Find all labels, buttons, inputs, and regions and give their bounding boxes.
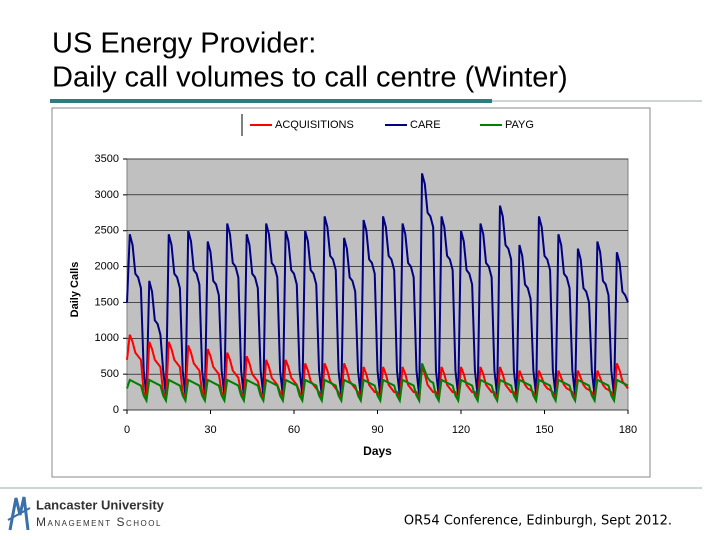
legend-label: ACQUISITIONS (275, 119, 354, 131)
y-axis-label: Daily Calls (69, 262, 81, 318)
logo-mark (7, 507, 31, 521)
conference: OR54 Conference, Edinburgh, Sept 2012. (404, 514, 672, 529)
y-tick-label: 500 (101, 368, 119, 380)
legend-label: CARE (410, 119, 441, 131)
series-line (126, 173, 629, 396)
x-tick-label: 180 (619, 424, 637, 436)
x-tick-label: 150 (535, 424, 553, 436)
title-line: Daily call volumes to call centre (Winte… (52, 62, 568, 94)
x-tick-label: 90 (371, 424, 383, 436)
series-line (126, 363, 629, 405)
x-tick-label: 30 (204, 424, 216, 436)
title-line: US Energy Provider: (52, 28, 316, 60)
logo-mark (8, 496, 30, 531)
x-tick-label: 120 (452, 424, 470, 436)
x-tick-label: 0 (124, 424, 130, 436)
chart: 0 500 1000 1500 2000 2500 3000 3500 0 30 60 90 120 15… (69, 114, 637, 458)
legend-label: PAYG (505, 119, 534, 131)
x-axis-label: Days (363, 444, 392, 458)
y-tick-label: 1500 (95, 296, 119, 308)
y-tick-label: 3500 (95, 153, 119, 165)
y-tick-label: 2500 (95, 225, 119, 237)
logo-text: Lancaster University (36, 497, 165, 512)
y-tick-label: 0 (113, 404, 119, 416)
y-tick-label: 3000 (95, 189, 119, 201)
logo (7, 496, 31, 531)
y-tick-label: 2000 (95, 260, 119, 272)
x-tick-label: 60 (288, 424, 300, 436)
logo-text: Management School (36, 515, 162, 529)
y-tick-label: 1000 (95, 332, 119, 344)
